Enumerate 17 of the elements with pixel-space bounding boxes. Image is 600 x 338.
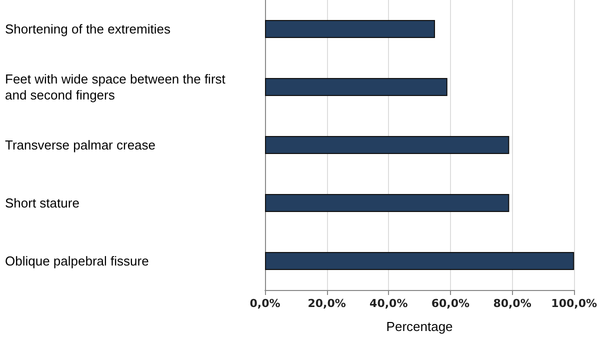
x-tick-label: 40,0% xyxy=(370,297,408,310)
bar xyxy=(265,20,435,38)
x-tick-label: 0,0% xyxy=(250,297,280,310)
bar xyxy=(265,78,448,96)
y-tick-label: Feet with wide space between the first and second fingers xyxy=(5,72,230,102)
y-tick-label: Oblique palpebral fissure xyxy=(5,254,149,268)
y-tick-label: Short stature xyxy=(5,196,80,210)
bar xyxy=(265,252,574,270)
x-tick-label: 100,0% xyxy=(551,297,598,310)
y-tick-label: Transverse palmar crease xyxy=(5,138,156,152)
y-tick-label: Shortening of the extremities xyxy=(5,22,171,36)
x-tick-label: 20,0% xyxy=(308,297,346,310)
bar xyxy=(265,136,510,154)
bar xyxy=(265,194,510,212)
x-axis-title: Percentage xyxy=(386,319,453,334)
x-tick-label: 60,0% xyxy=(431,297,470,310)
x-tick-label: 80,0% xyxy=(493,297,532,310)
